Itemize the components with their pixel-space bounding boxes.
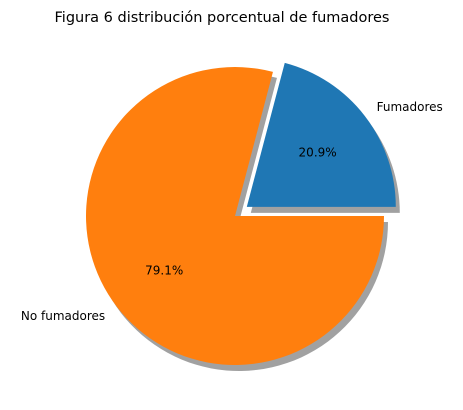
- chart-title: Figura 6 distribución porcentual de fuma…: [55, 10, 390, 26]
- slice-labels: Fumadores 20.9% No fumadores 79.1%: [21, 100, 443, 323]
- slice-value-no-fumadores: 79.1%: [145, 264, 183, 278]
- pie-slice-fumadores: [246, 62, 396, 207]
- slice-label-no-fumadores: No fumadores: [21, 309, 105, 323]
- slice-label-fumadores: Fumadores: [377, 100, 443, 114]
- slices: [86, 62, 396, 366]
- slice-value-fumadores: 20.9%: [299, 145, 337, 159]
- pie-slice-no-fumadores: [86, 67, 384, 366]
